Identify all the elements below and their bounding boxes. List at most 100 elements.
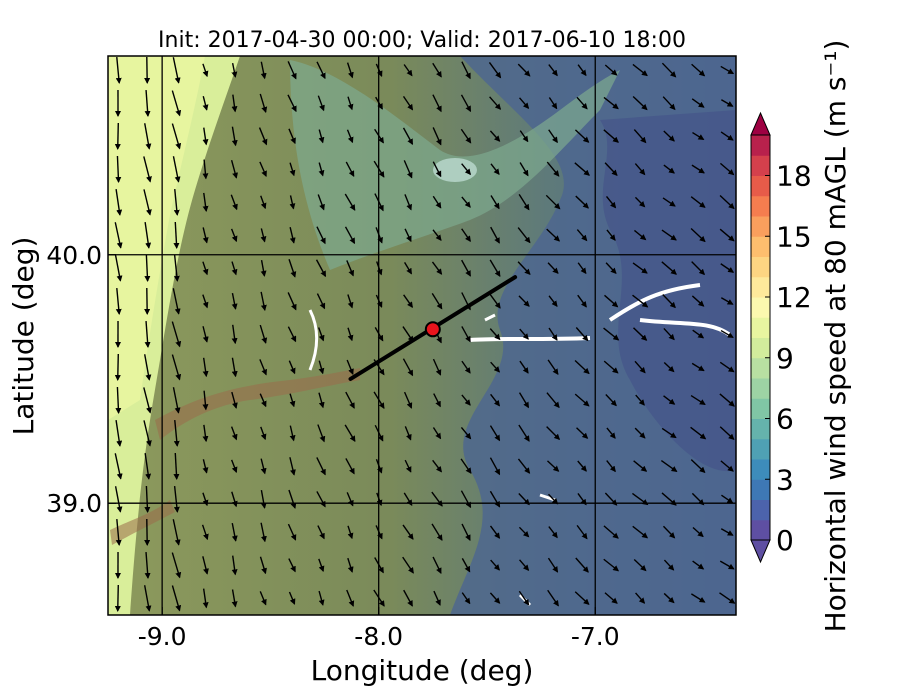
wind-vector [404, 426, 412, 441]
y-axis-label: Latitude (deg) [7, 237, 40, 436]
wind-vector [518, 392, 530, 409]
wind-vector [489, 293, 501, 309]
colorbar-extend-min [750, 539, 771, 564]
wind-vector [489, 328, 501, 341]
wind-vector [144, 485, 151, 513]
wind-vector [259, 93, 268, 113]
wind-vector [460, 458, 472, 474]
wind-vector [489, 96, 502, 110]
wind-vector [720, 329, 734, 339]
wind-vector [547, 460, 560, 472]
wind-vector [519, 130, 529, 143]
wind-vector [574, 591, 590, 605]
wind-vector [171, 321, 182, 348]
wind-vector [202, 326, 209, 343]
wind-vector [231, 589, 238, 608]
wind-vector [259, 359, 267, 376]
wind-vector [518, 97, 530, 109]
wind-vector [489, 130, 501, 142]
wind-vector [346, 589, 355, 607]
wind-vector [548, 295, 558, 307]
wind-vector [173, 254, 180, 282]
wind-vector [720, 297, 734, 305]
wind-vector [431, 292, 443, 310]
wind-vector [172, 387, 181, 414]
wind-vector [202, 159, 209, 180]
wind-vector [316, 293, 326, 310]
wind-vector [316, 457, 326, 476]
terrain-band [155, 368, 360, 440]
wind-vector [317, 525, 325, 540]
wind-vector [519, 162, 529, 177]
colorbar-tick-label: 15 [776, 220, 812, 253]
colorbar-segment [751, 357, 770, 379]
wind-vector [719, 426, 735, 440]
wind-vector [317, 95, 325, 112]
wind-vector [663, 164, 675, 174]
wind-vector [692, 329, 705, 339]
wind-vector [230, 459, 238, 474]
wind-vector [719, 393, 735, 407]
wind-vector [633, 460, 648, 472]
wind-vector [202, 96, 209, 111]
wind-vector [632, 63, 648, 77]
wind-vector [691, 362, 705, 372]
wind-vector [260, 259, 267, 277]
wind-vector [662, 294, 676, 309]
wind-vector [605, 195, 617, 209]
wind-vector [690, 394, 706, 406]
wind-vector [663, 592, 675, 604]
wind-vector [202, 294, 209, 309]
wind-vector [115, 189, 123, 216]
wind-vector [721, 99, 734, 107]
wind-vector [143, 585, 152, 612]
wind-vector [144, 222, 152, 249]
wind-vector [171, 354, 182, 381]
x-tick-label: -7.0 [571, 622, 620, 651]
wind-vector [202, 390, 209, 411]
wind-vector [318, 129, 325, 144]
wind-vector [289, 457, 296, 476]
colorbar-segment [751, 499, 770, 521]
wind-vector [719, 361, 735, 373]
colorbar-segment [751, 135, 770, 156]
wind-vector [690, 593, 706, 603]
wind-vector [288, 360, 296, 375]
colorbar-segment [751, 297, 770, 318]
wind-vector [432, 556, 442, 574]
wind-vector [402, 556, 414, 574]
wind-vector [231, 357, 238, 378]
site-marker[interactable] [424, 321, 441, 338]
wind-vector [202, 556, 209, 575]
wind-vector [318, 590, 325, 606]
wind-vector [143, 189, 152, 216]
wind-vector [547, 493, 559, 505]
wind-vector [547, 589, 559, 607]
wind-vector [230, 160, 238, 179]
wind-vector [144, 89, 151, 117]
wind-vector [574, 393, 590, 407]
wind-vector [173, 452, 180, 480]
wind-vector [317, 424, 326, 443]
wind-vector [461, 360, 471, 374]
wind-vector [346, 359, 354, 375]
wind-vector [345, 391, 355, 409]
terrain-band-south [110, 500, 175, 545]
wind-vector [577, 64, 587, 77]
wind-vector [461, 196, 471, 208]
wind-vector [346, 62, 354, 79]
wind-vector [461, 163, 471, 176]
wind-vector [577, 294, 587, 308]
wind-vector [403, 589, 413, 607]
colorbar-segment [751, 418, 770, 440]
colorbar-segment [751, 195, 770, 217]
wind-vector [720, 65, 735, 75]
wind-vector [202, 424, 209, 443]
colorbar-segment [751, 337, 770, 359]
wind-vector [231, 126, 238, 147]
wind-vector [403, 294, 413, 309]
wind-vector [575, 557, 589, 573]
wind-vector [317, 194, 325, 211]
wind-vector [633, 229, 647, 241]
